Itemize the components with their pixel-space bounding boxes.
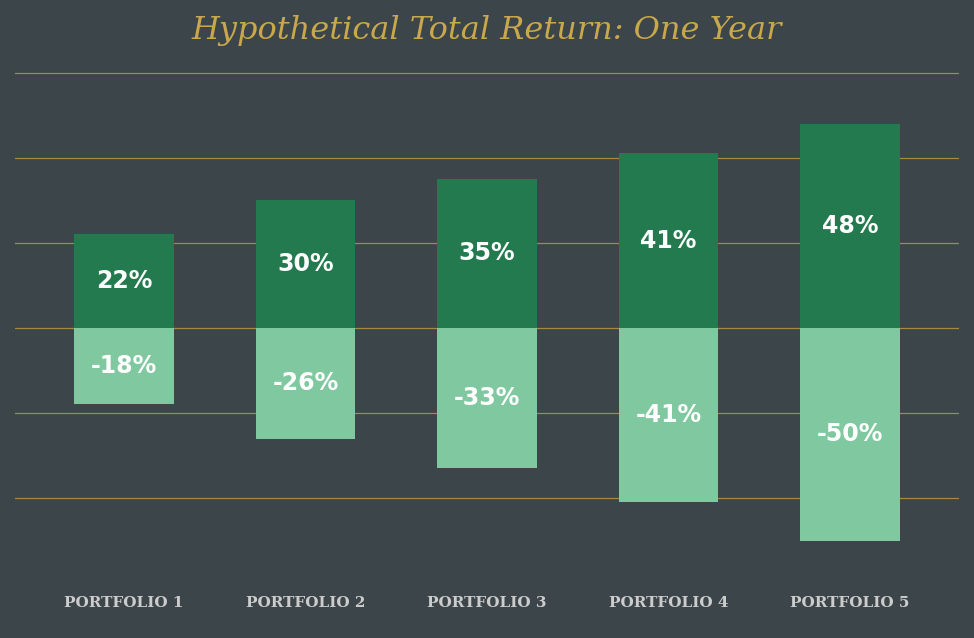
Bar bbox=[74, 234, 173, 328]
Bar bbox=[437, 179, 537, 328]
Text: 30%: 30% bbox=[278, 252, 334, 276]
Bar bbox=[618, 328, 719, 502]
Text: -50%: -50% bbox=[817, 422, 883, 446]
Text: -18%: -18% bbox=[91, 354, 157, 378]
Text: 22%: 22% bbox=[95, 269, 152, 293]
Bar bbox=[437, 328, 537, 468]
Bar bbox=[801, 328, 900, 540]
Text: -33%: -33% bbox=[454, 386, 520, 410]
Text: 35%: 35% bbox=[459, 241, 515, 265]
Text: -26%: -26% bbox=[273, 371, 339, 395]
Bar bbox=[801, 124, 900, 328]
Bar bbox=[255, 328, 356, 438]
Bar bbox=[255, 200, 356, 328]
Text: 41%: 41% bbox=[640, 228, 696, 253]
Text: 48%: 48% bbox=[822, 214, 879, 238]
Bar bbox=[74, 328, 173, 404]
Bar bbox=[618, 153, 719, 328]
Title: Hypothetical Total Return: One Year: Hypothetical Total Return: One Year bbox=[192, 15, 782, 46]
Text: -41%: -41% bbox=[635, 403, 701, 427]
